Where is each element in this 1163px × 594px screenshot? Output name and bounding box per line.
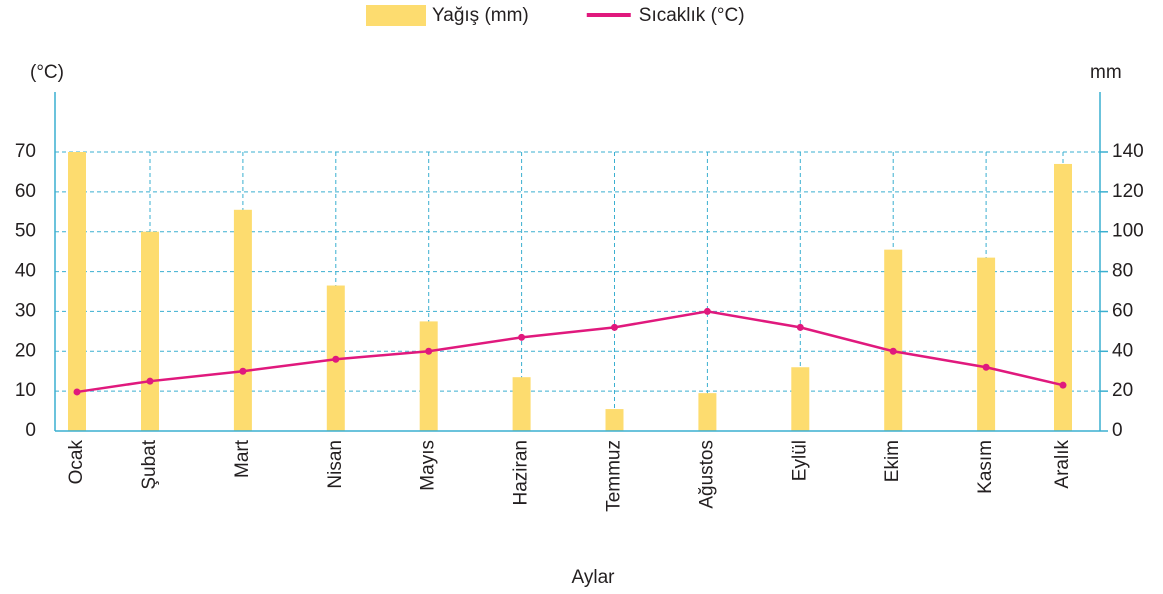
- bar: [419, 321, 438, 431]
- y-axis-label: (°C): [30, 62, 64, 83]
- y2-tick-label: 0: [1112, 420, 1123, 441]
- bar: [977, 257, 996, 431]
- x-tick-label: Ağustos: [696, 440, 717, 509]
- point: [796, 323, 804, 331]
- bar: [884, 249, 903, 431]
- y2-tick-label: 120: [1112, 181, 1144, 202]
- y-tick-label: 20: [15, 340, 36, 361]
- point: [703, 307, 711, 315]
- y-tick-label: 40: [15, 261, 36, 282]
- bar: [141, 231, 159, 431]
- y2-tick-label: 140: [1112, 141, 1144, 162]
- bar: [1054, 163, 1072, 431]
- bar: [605, 409, 624, 431]
- point: [146, 377, 154, 385]
- y2-axis-label: mm: [1090, 62, 1122, 83]
- x-tick-label: Temmuz: [604, 440, 625, 512]
- bar: [698, 393, 717, 431]
- legend-swatch: [366, 5, 426, 26]
- point: [332, 355, 340, 363]
- line: [76, 310, 1064, 394]
- x-tick-label: Ocak: [66, 440, 87, 485]
- y-tick-label: 30: [15, 300, 36, 321]
- point: [239, 367, 247, 375]
- bar: [791, 367, 810, 431]
- x-tick-label: Eylül: [789, 440, 810, 481]
- point: [611, 323, 618, 331]
- x-tick-label: Kasım: [975, 440, 996, 494]
- bar: [68, 152, 86, 431]
- x-tick-label: Nisan: [325, 440, 346, 489]
- y-tick-label: 10: [15, 380, 36, 401]
- y-tick-label: 60: [15, 181, 36, 202]
- x-tick-label: Şubat: [139, 439, 160, 489]
- x-tick-label: Mayıs: [418, 440, 439, 491]
- y-tick-label: 70: [15, 141, 36, 162]
- y-tick-label: 0: [25, 420, 36, 441]
- y-tick-label: 50: [15, 221, 36, 242]
- y2-tick-label: 100: [1112, 221, 1144, 242]
- point: [425, 347, 433, 355]
- point: [889, 347, 897, 355]
- point: [73, 388, 81, 396]
- point: [982, 363, 990, 371]
- x-tick-label: Ekim: [882, 440, 903, 482]
- x-tick-label: Mart: [232, 439, 253, 478]
- point: [1059, 381, 1067, 389]
- y2-tick-label: 80: [1112, 261, 1133, 282]
- point: [518, 333, 526, 341]
- x-axis-label: Aylar: [572, 567, 616, 588]
- legend-label: Yağış (mm): [432, 5, 529, 26]
- legend-label: Sıcaklık (°C): [639, 5, 745, 26]
- x-tick-label: Haziran: [511, 440, 532, 505]
- y2-tick-label: 40: [1112, 340, 1133, 361]
- y2-tick-label: 60: [1112, 300, 1133, 321]
- y2-tick-label: 20: [1112, 380, 1133, 401]
- bar: [233, 209, 252, 431]
- bar: [512, 377, 531, 431]
- x-tick-label: Aralık: [1052, 440, 1073, 489]
